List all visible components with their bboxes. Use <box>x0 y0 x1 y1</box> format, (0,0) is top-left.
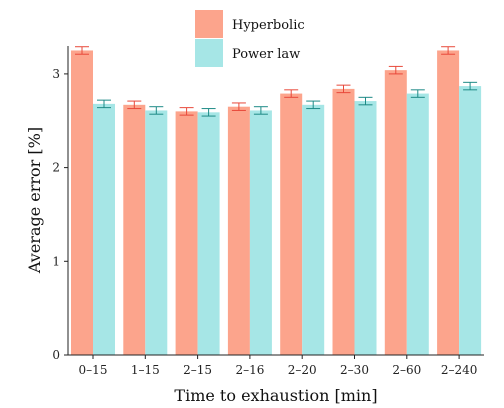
bars <box>71 50 482 356</box>
error-bar-power-law-1 <box>149 106 164 115</box>
bar-power-law-3 <box>249 110 272 356</box>
x-tick-label: 2–15 <box>183 363 212 377</box>
bar-hyperbolic-2 <box>175 111 198 355</box>
error-bar-hyperbolic-4 <box>284 89 299 98</box>
bar-hyperbolic-1 <box>123 104 146 355</box>
bar-hyperbolic-3 <box>227 106 250 355</box>
error-bar-power-law-0 <box>97 99 111 109</box>
x-tick-label: 2–60 <box>392 363 421 377</box>
bar-hyperbolic-7 <box>437 50 460 355</box>
error-bar-power-law-7 <box>463 81 478 91</box>
bar-power-law-7 <box>459 86 482 356</box>
bar-hyperbolic-0 <box>71 50 93 355</box>
error-bars <box>75 46 478 117</box>
legend-swatch-power-law <box>195 39 223 67</box>
x-tick-label: 2–30 <box>340 363 369 377</box>
bar-hyperbolic-4 <box>280 93 303 356</box>
error-bar-hyperbolic-3 <box>231 102 246 111</box>
legend: Hyperbolic Power law <box>195 10 305 67</box>
error-bar-power-law-5 <box>358 96 373 106</box>
error-bar-power-law-3 <box>253 106 268 115</box>
y-tick-label: 2 <box>52 161 60 175</box>
x-ticks: 0–15 1–15 2–15 2–16 2–20 2–30 2–60 2–240 <box>79 355 478 377</box>
error-bar-hyperbolic-6 <box>388 65 403 75</box>
y-axis-title: Average error [%] <box>25 127 44 274</box>
x-axis-title: Time to exhaustion [min] <box>174 386 377 405</box>
error-bar-hyperbolic-7 <box>441 46 456 55</box>
error-bar-hyperbolic-0 <box>75 46 89 55</box>
x-tick-label: 2–16 <box>235 363 264 377</box>
bar-power-law-0 <box>93 103 115 355</box>
error-bar-power-law-6 <box>410 89 425 98</box>
error-bar-hyperbolic-5 <box>336 84 351 94</box>
y-ticks: 0 1 2 3 <box>52 67 68 362</box>
legend-swatch-hyperbolic <box>195 10 223 38</box>
bar-power-law-5 <box>354 101 377 355</box>
x-tick-label: 2–240 <box>441 363 478 377</box>
bar-power-law-6 <box>406 93 429 356</box>
y-tick-label: 0 <box>52 348 60 362</box>
error-bar-power-law-2 <box>201 108 216 117</box>
bar-hyperbolic-5 <box>332 88 355 355</box>
x-tick-label: 2–20 <box>288 363 317 377</box>
bar-power-law-2 <box>197 112 220 355</box>
legend-label-hyperbolic: Hyperbolic <box>232 18 305 33</box>
x-tick-label: 1–15 <box>131 363 160 377</box>
bar-power-law-4 <box>302 104 325 355</box>
error-bar-hyperbolic-1 <box>127 100 142 110</box>
error-bar-power-law-4 <box>306 100 321 110</box>
y-tick-label: 3 <box>52 67 60 81</box>
bar-hyperbolic-6 <box>384 70 407 355</box>
legend-label-power-law: Power law <box>232 47 300 62</box>
bar-power-law-1 <box>145 110 168 356</box>
error-bar-hyperbolic-2 <box>179 107 194 116</box>
x-tick-label: 0–15 <box>79 363 108 377</box>
y-tick-label: 1 <box>52 254 60 268</box>
